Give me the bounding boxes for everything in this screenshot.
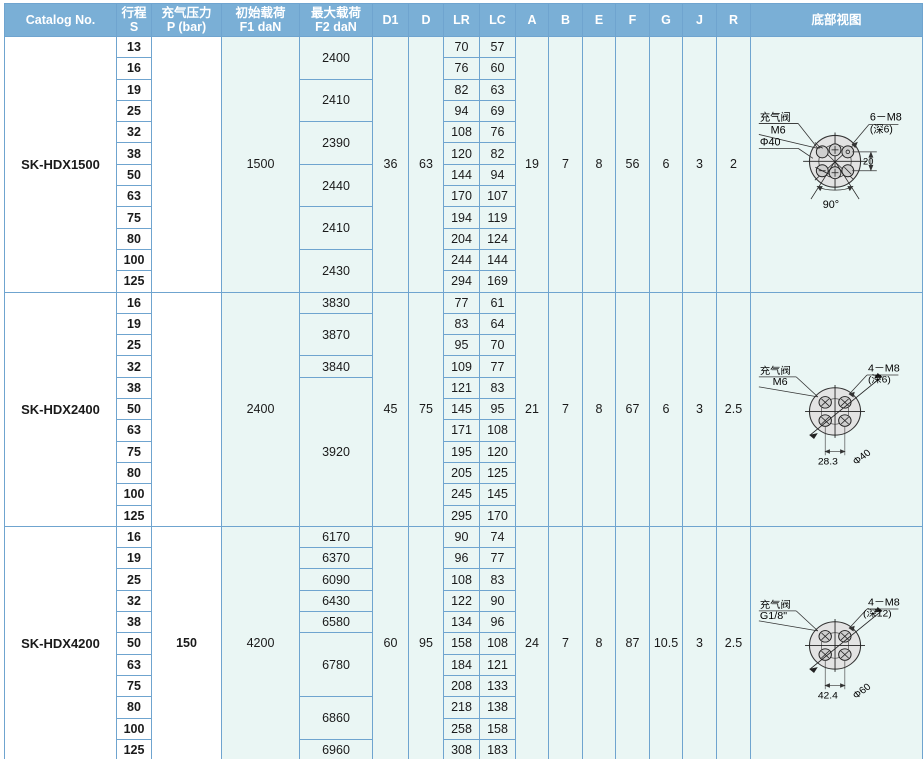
svg-text:充气阀: 充气阀 (760, 110, 791, 123)
svg-text:充气阀: 充气阀 (760, 364, 791, 376)
svg-text:20: 20 (863, 155, 873, 166)
svg-text:42.4: 42.4 (818, 690, 839, 701)
svg-text:M6: M6 (771, 124, 786, 136)
svg-text:(深6): (深6) (868, 373, 891, 385)
svg-text:90°: 90° (823, 199, 839, 211)
svg-text:4－M8: 4－M8 (868, 363, 900, 374)
svg-text:Φ40: Φ40 (760, 136, 781, 148)
svg-text:Φ60: Φ60 (851, 681, 874, 701)
svg-text:(深12): (深12) (863, 607, 892, 619)
svg-text:(深6): (深6) (870, 123, 893, 135)
svg-text:G1/8": G1/8" (760, 611, 788, 622)
svg-text:充气阀: 充气阀 (760, 598, 791, 610)
svg-text:28.3: 28.3 (818, 456, 839, 467)
svg-text:Φ40: Φ40 (851, 447, 874, 467)
svg-text:6－M8: 6－M8 (870, 111, 902, 123)
svg-text:4－M8: 4－M8 (868, 597, 900, 608)
svg-text:M6: M6 (773, 377, 788, 388)
